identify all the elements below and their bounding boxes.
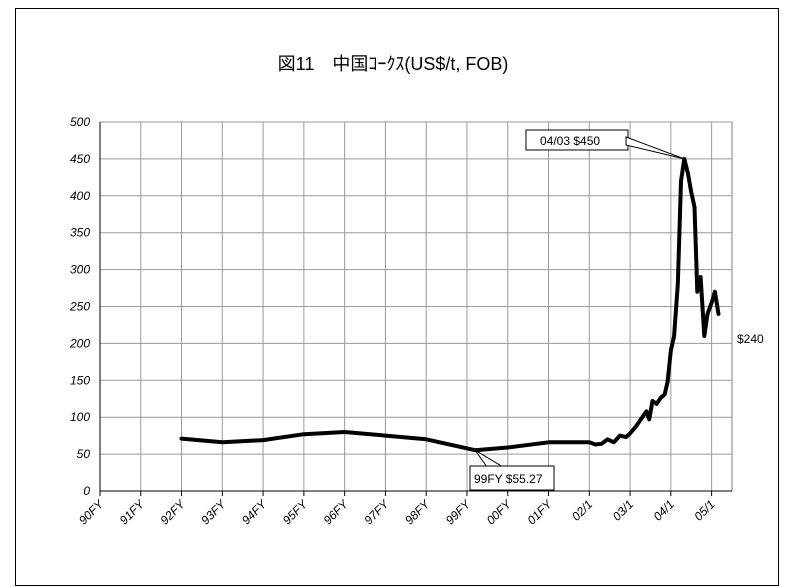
x-tick-label: 91FY — [117, 497, 148, 528]
callout-box-low — [469, 465, 555, 491]
y-tick-label: 100 — [70, 410, 90, 424]
y-tick-label: 150 — [70, 373, 90, 387]
series-group — [179, 156, 721, 453]
series-line — [179, 156, 721, 453]
y-tick-label: 450 — [70, 152, 90, 166]
x-tick-label: 96FY — [321, 497, 352, 528]
x-tick-label: 90FY — [76, 497, 107, 528]
x-tick-label: 94FY — [239, 497, 270, 528]
y-tick-label: 0 — [83, 484, 90, 498]
y-tick-label: 50 — [77, 447, 91, 461]
x-tick-label: 98FY — [402, 497, 433, 528]
y-tick-label: 300 — [70, 263, 90, 277]
y-tick-label: 500 — [70, 115, 90, 129]
y-tick-label: 400 — [70, 189, 90, 203]
y-tick-label: 200 — [69, 336, 90, 350]
x-tick-label: 03/1 — [610, 497, 636, 523]
callout-pointer-peak — [625, 136, 685, 160]
callout-text-low: 99FY $55.27 — [474, 472, 543, 486]
chart-frame — [15, 8, 779, 586]
x-tick-label: 02/1 — [569, 497, 595, 523]
end-value-label: $240 — [737, 332, 764, 346]
annotations: 04/03 $450 99FY $55.27 $240 — [469, 129, 764, 491]
y-tick-label: 350 — [70, 226, 90, 240]
x-tick-label: 93FY — [198, 497, 229, 528]
y-axis-ticks: 0 50 100 150 200 250 300 350 400 450 500 — [69, 115, 90, 498]
callout-text-peak: 04/03 $450 — [540, 134, 600, 148]
x-tick-label: 92FY — [157, 497, 188, 528]
x-tick-label: 95FY — [280, 497, 311, 528]
x-tick-label: 97FY — [361, 497, 392, 528]
x-tick-label: 05/1 — [691, 497, 717, 523]
x-axis-ticks: 90FY 91FY 92FY 93FY 94FY 95FY 96FY 97FY 98FY 99FY… — [76, 491, 718, 527]
x-tick-label: 04/1 — [651, 497, 677, 523]
y-tick-label: 250 — [69, 300, 90, 314]
grid — [99, 121, 733, 492]
x-tick-label: 00FY — [484, 497, 515, 528]
chart-title: 図11 中国ｺｰｸｽ(US$/t, FOB) — [277, 54, 509, 74]
x-tick-label: 01FY — [524, 497, 555, 528]
x-tick-label: 99FY — [443, 497, 474, 528]
